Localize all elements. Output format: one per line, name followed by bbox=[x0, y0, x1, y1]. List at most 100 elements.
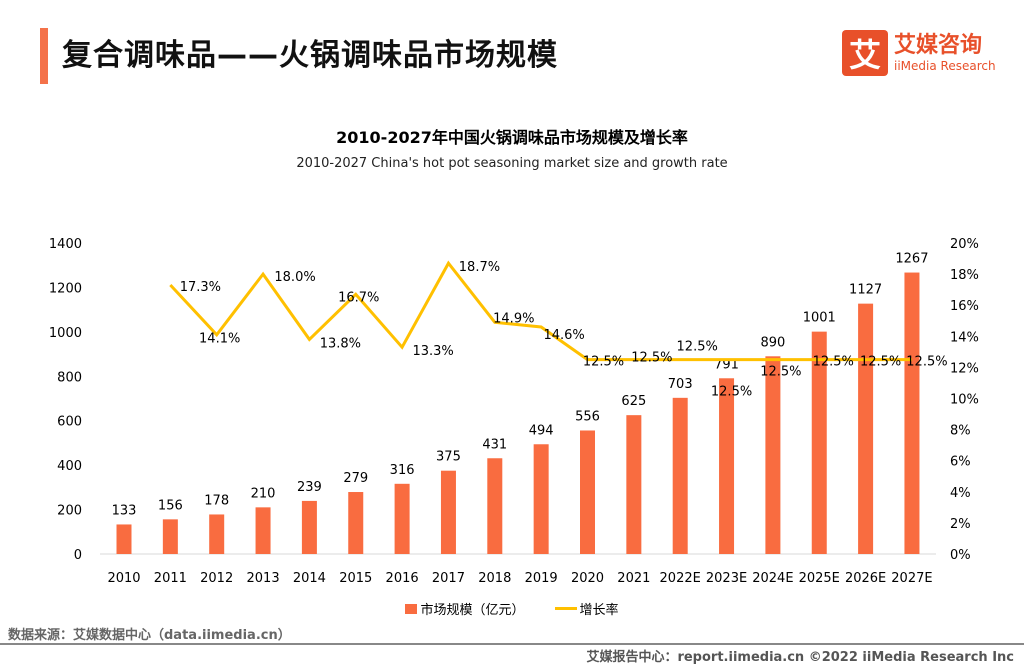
bar-value-label: 703 bbox=[668, 377, 693, 392]
bar bbox=[719, 378, 735, 554]
y-right-tick: 2% bbox=[950, 517, 971, 532]
x-tick-label: 2022E bbox=[660, 571, 701, 586]
x-tick-label: 2013 bbox=[247, 571, 280, 586]
bar-value-label: 156 bbox=[158, 498, 183, 513]
bar-value-label: 431 bbox=[482, 437, 507, 452]
y-right-tick: 4% bbox=[950, 486, 971, 501]
title-accent-bar bbox=[40, 28, 48, 84]
growth-value-label: 12.5% bbox=[711, 385, 752, 400]
x-tick-label: 2027E bbox=[891, 571, 932, 586]
x-tick-label: 2011 bbox=[154, 571, 187, 586]
growth-value-label: 12.5% bbox=[813, 355, 854, 370]
x-tick-label: 2010 bbox=[107, 571, 140, 586]
bar bbox=[209, 514, 225, 554]
y-left-tick: 400 bbox=[57, 459, 82, 474]
legend-swatch-bar bbox=[405, 603, 418, 614]
y-left-tick: 600 bbox=[57, 415, 82, 430]
x-tick-label: 2014 bbox=[293, 571, 326, 586]
growth-value-label: 14.6% bbox=[543, 328, 584, 343]
iimedia-logo: 艾 艾媒咨询 iiMedia Research bbox=[842, 30, 996, 76]
footer-text: 艾媒报告中心：report.iimedia.cn ©2022 iiMedia R… bbox=[586, 650, 1014, 665]
y-right-tick: 10% bbox=[950, 393, 979, 408]
y-right-tick: 6% bbox=[950, 455, 971, 470]
bar bbox=[162, 519, 178, 554]
bar-value-label: 178 bbox=[204, 493, 229, 508]
footer-divider bbox=[0, 643, 1024, 645]
x-tick-label: 2026E bbox=[845, 571, 886, 586]
bar bbox=[904, 272, 920, 554]
bar bbox=[440, 470, 456, 554]
bar-value-label: 556 bbox=[575, 409, 600, 424]
bar bbox=[533, 444, 549, 554]
bar-value-label: 316 bbox=[390, 463, 415, 478]
growth-value-label: 12.5% bbox=[906, 355, 947, 370]
bar-value-label: 210 bbox=[251, 486, 276, 501]
legend-item-growth: 增长率 bbox=[554, 599, 619, 618]
growth-value-label: 12.5% bbox=[631, 351, 672, 366]
legend: 市场规模（亿元） 增长率 bbox=[0, 599, 1024, 618]
legend-label-line: 增长率 bbox=[579, 603, 619, 618]
y-left-tick: 1200 bbox=[49, 281, 82, 296]
growth-value-label: 12.5% bbox=[860, 355, 901, 370]
growth-value-label: 12.5% bbox=[677, 340, 718, 355]
y-right-tick: 14% bbox=[950, 330, 979, 345]
chart-subtitle: 2010-2027 China's hot pot seasoning mark… bbox=[296, 156, 728, 171]
growth-value-label: 12.5% bbox=[760, 365, 801, 380]
bar-value-label: 1267 bbox=[895, 252, 928, 267]
growth-value-label: 13.8% bbox=[320, 336, 361, 351]
x-tick-label: 2019 bbox=[525, 571, 558, 586]
bar-value-label: 375 bbox=[436, 450, 461, 465]
bar-value-label: 494 bbox=[529, 423, 554, 438]
y-right-tick: 16% bbox=[950, 299, 979, 314]
growth-value-label: 12.5% bbox=[583, 355, 624, 370]
y-right-tick: 20% bbox=[950, 237, 979, 252]
growth-value-label: 17.3% bbox=[180, 280, 221, 295]
y-left-tick: 1000 bbox=[49, 326, 82, 341]
bar bbox=[116, 524, 132, 554]
bar bbox=[765, 356, 781, 554]
legend-item-market-size: 市场规模（亿元） bbox=[405, 599, 525, 618]
chart-title: 2010-2027年中国火锅调味品市场规模及增长率 bbox=[336, 128, 688, 147]
y-left-tick: 0 bbox=[74, 548, 82, 563]
bar-value-label: 133 bbox=[112, 503, 137, 518]
bar bbox=[348, 492, 364, 554]
bar-value-label: 1127 bbox=[849, 283, 882, 298]
growth-value-label: 16.7% bbox=[338, 290, 379, 305]
logo-cn: 艾媒咨询 bbox=[894, 33, 983, 58]
growth-value-label: 13.3% bbox=[412, 344, 453, 359]
x-tick-label: 2018 bbox=[478, 571, 511, 586]
bar bbox=[487, 458, 503, 554]
bar bbox=[394, 483, 410, 554]
bar-value-label: 1001 bbox=[803, 311, 836, 326]
page-title: 复合调味品——火锅调味品市场规模 bbox=[62, 38, 558, 73]
bar bbox=[672, 397, 688, 554]
x-tick-label: 2012 bbox=[200, 571, 233, 586]
growth-value-label: 18.7% bbox=[459, 260, 500, 275]
bar-value-label: 239 bbox=[297, 480, 322, 495]
bar bbox=[626, 415, 642, 554]
bar bbox=[811, 331, 827, 554]
x-tick-label: 2024E bbox=[752, 571, 793, 586]
legend-label-bar: 市场规模（亿元） bbox=[420, 603, 525, 618]
bar-value-label: 890 bbox=[760, 335, 785, 350]
growth-line bbox=[169, 260, 912, 362]
x-tick-label: 2025E bbox=[799, 571, 840, 586]
growth-value-label: 14.1% bbox=[199, 332, 240, 347]
y-left-tick: 200 bbox=[57, 504, 82, 519]
y-right-tick: 12% bbox=[950, 361, 979, 376]
growth-value-label: 14.9% bbox=[493, 311, 534, 326]
y-right-tick: 18% bbox=[950, 268, 979, 283]
bar bbox=[580, 430, 595, 554]
x-tick-label: 2015 bbox=[339, 571, 372, 586]
logo-mark: 艾 bbox=[842, 30, 888, 76]
logo-en: iiMedia Research bbox=[894, 59, 996, 73]
y-left-tick: 1400 bbox=[49, 237, 82, 252]
bar-value-label: 625 bbox=[621, 394, 646, 409]
growth-value-label: 18.0% bbox=[274, 270, 315, 285]
source-note: 数据来源：艾媒数据中心（data.iimedia.cn） bbox=[8, 628, 291, 643]
bar bbox=[858, 303, 874, 554]
y-right-tick: 0% bbox=[950, 548, 971, 563]
y-left-tick: 800 bbox=[57, 370, 82, 385]
x-tick-label: 2023E bbox=[706, 571, 747, 586]
